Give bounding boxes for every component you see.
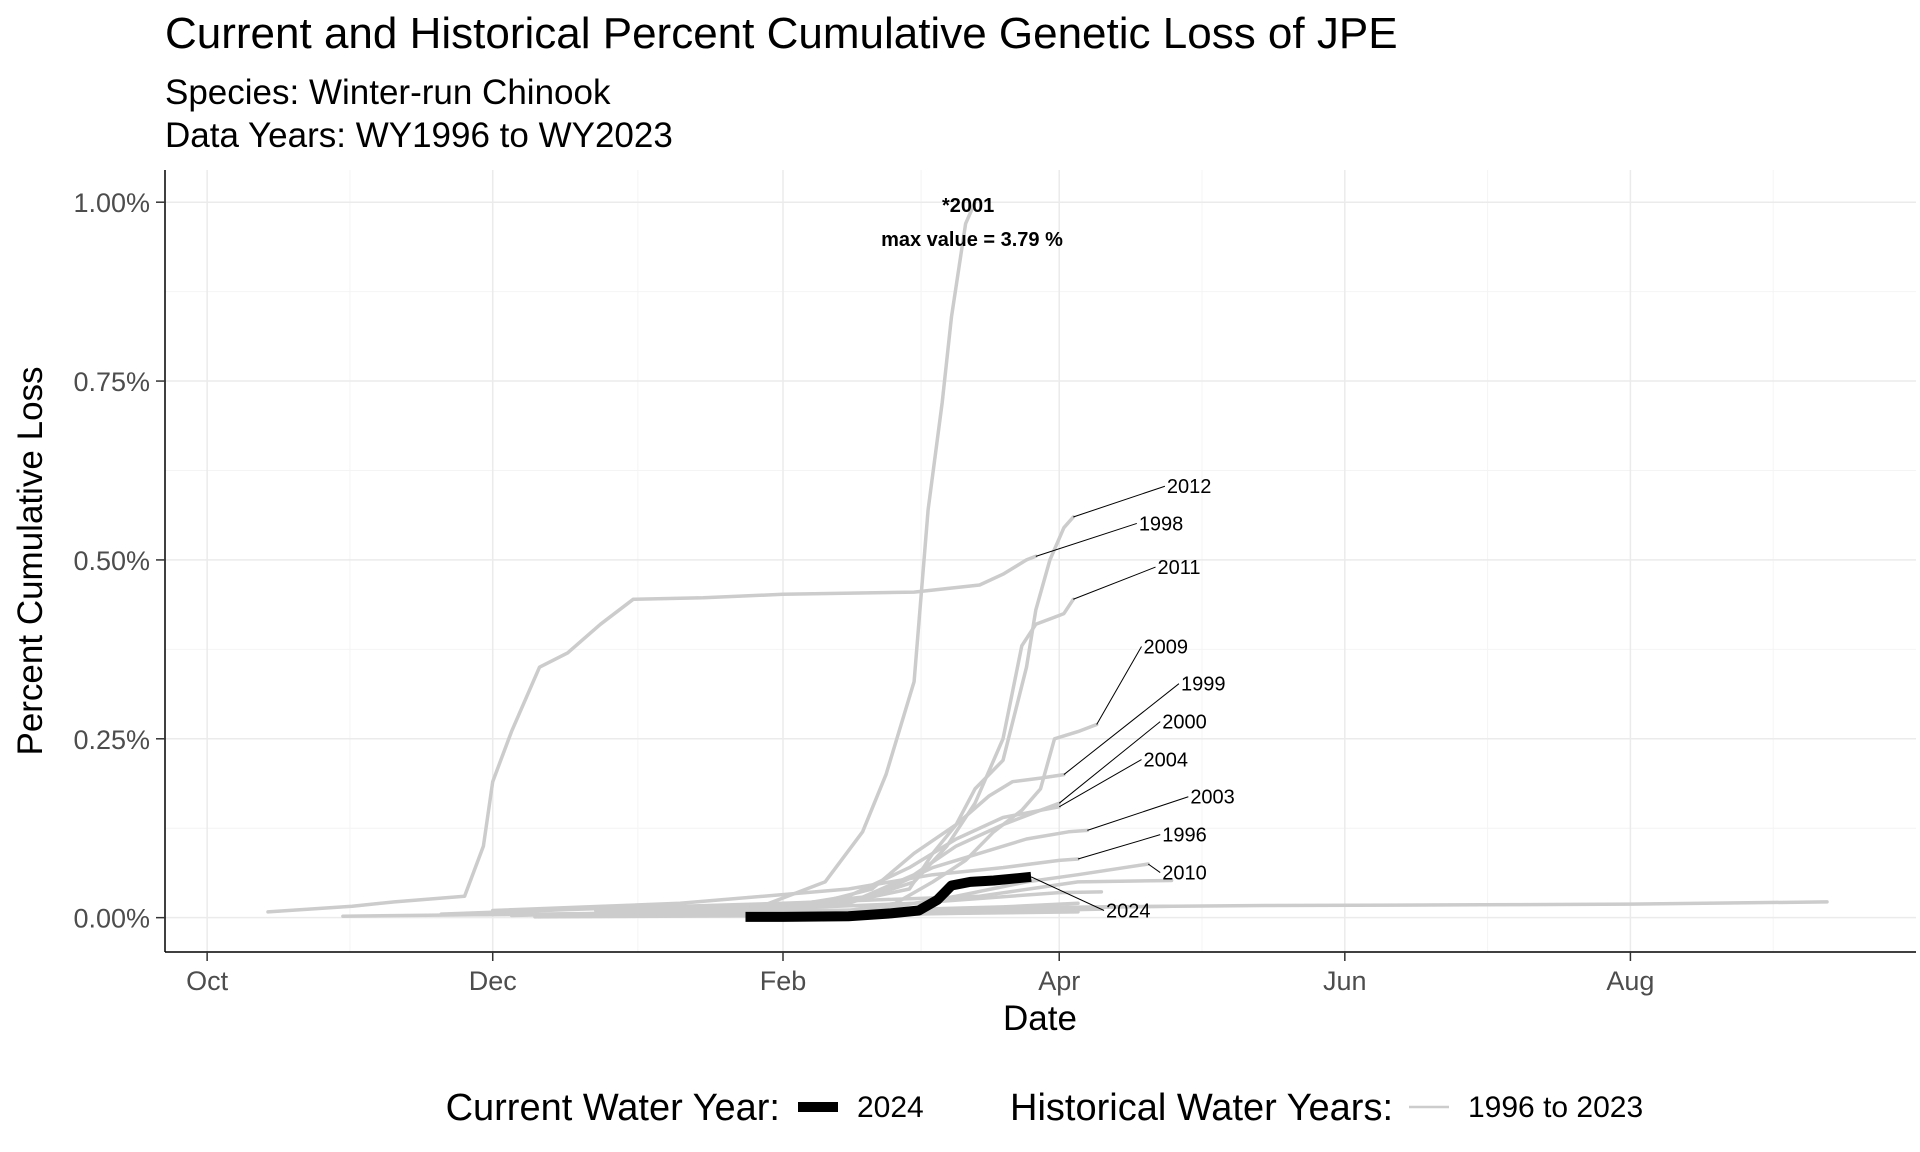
x-tick-label: Dec [469, 966, 517, 996]
legend-historical-label: 1996 to 2023 [1468, 1091, 1643, 1124]
historical-series-line [701, 805, 1061, 916]
x-tick-label: Oct [186, 966, 229, 996]
label-leader-line [1073, 485, 1166, 518]
series-label: 2010 [1162, 863, 1207, 885]
series-label: 1996 [1162, 825, 1207, 847]
current-line [745, 871, 1032, 922]
y-tick-label: 0.00% [73, 904, 150, 934]
label-leader-line [1035, 522, 1137, 557]
label-leader-line [1030, 876, 1105, 911]
historical-series-line [490, 857, 1080, 913]
y-axis-ticks: 0.00% 0.25% 0.50% 0.75% 1.00% [73, 188, 165, 934]
x-tick-label: Aug [1606, 966, 1654, 996]
chart-title: Current and Historical Percent Cumulativ… [165, 9, 1398, 58]
historical-series-line [593, 200, 977, 913]
legend: Current Water Year: 2024 Historical Wate… [446, 1087, 1644, 1129]
x-tick-label: Apr [1038, 966, 1080, 996]
historical-series-line [266, 554, 1038, 914]
x-tick-label: Jun [1323, 966, 1367, 996]
label-leader-line [1077, 834, 1161, 860]
grid [165, 170, 1916, 952]
y-tick-label: 0.25% [73, 725, 150, 755]
historical-series-line [556, 907, 1104, 918]
x-axis-title: Date [1003, 999, 1077, 1038]
label-leader-line [1147, 863, 1161, 873]
x-tick-label: Feb [760, 966, 807, 996]
chart-subtitle-species: Species: Winter-run Chinook [165, 73, 611, 112]
series-label: 2003 [1190, 787, 1235, 809]
legend-historical-title: Historical Water Years: [1010, 1087, 1393, 1129]
historical-series-line [748, 597, 1076, 913]
historical-lines [266, 200, 1829, 919]
x-axis-ticks: Oct Dec Feb Apr Jun Aug [186, 952, 1654, 996]
series-label: 2004 [1144, 750, 1189, 772]
series-label: 1998 [1139, 513, 1184, 535]
series-label: 2009 [1144, 636, 1189, 658]
legend-current-title: Current Water Year: [446, 1087, 780, 1129]
legend-current-label: 2024 [857, 1091, 924, 1124]
series-label: 2011 [1158, 557, 1201, 579]
label-leader-lines [1030, 485, 1189, 911]
chart-subtitle-years: Data Years: WY1996 to WY2023 [165, 116, 673, 155]
y-tick-label: 0.75% [73, 367, 150, 397]
series-label: 1999 [1181, 674, 1226, 696]
annotation-max-value: max value = 3.79 % [881, 229, 1063, 251]
historical-series-line [725, 828, 1090, 913]
series-label: 2000 [1162, 712, 1207, 734]
label-leader-line [1063, 683, 1180, 775]
annotation: *2001 max value = 3.79 % [881, 195, 1063, 251]
current-series-line [745, 871, 1032, 922]
historical-series-line [439, 878, 1174, 916]
label-leader-line [1073, 566, 1156, 600]
label-leader-line [1096, 646, 1142, 725]
historical-series-line [725, 515, 1076, 913]
y-tick-label: 0.50% [73, 546, 150, 576]
y-axis-title: Percent Cumulative Loss [11, 366, 50, 755]
y-tick-label: 1.00% [73, 188, 150, 218]
label-leader-line [1058, 759, 1142, 808]
annotation-year: *2001 [942, 195, 994, 217]
series-label: 2024 [1106, 901, 1151, 923]
series-label: 2012 [1167, 476, 1212, 498]
label-leader-line [1058, 721, 1161, 804]
label-leader-line [1087, 796, 1189, 831]
